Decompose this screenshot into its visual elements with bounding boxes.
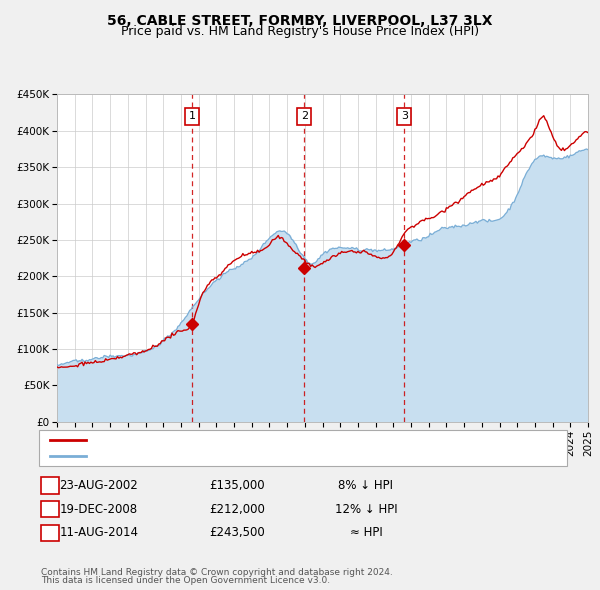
Text: ≈ HPI: ≈ HPI [350,526,382,539]
Text: 3: 3 [401,112,408,121]
Text: £135,000: £135,000 [209,479,265,492]
Text: This data is licensed under the Open Government Licence v3.0.: This data is licensed under the Open Gov… [41,576,330,585]
Text: 2: 2 [301,112,308,121]
Text: 3: 3 [46,526,53,539]
Text: 2: 2 [46,503,53,516]
Text: £212,000: £212,000 [209,503,265,516]
Text: 23-AUG-2002: 23-AUG-2002 [59,479,139,492]
Text: 1: 1 [46,479,53,492]
Text: 19-DEC-2008: 19-DEC-2008 [60,503,138,516]
Text: Price paid vs. HM Land Registry's House Price Index (HPI): Price paid vs. HM Land Registry's House … [121,25,479,38]
Text: 12% ↓ HPI: 12% ↓ HPI [335,503,397,516]
Text: HPI: Average price, detached house, Sefton: HPI: Average price, detached house, Seft… [93,451,335,461]
Text: £243,500: £243,500 [209,526,265,539]
Text: Contains HM Land Registry data © Crown copyright and database right 2024.: Contains HM Land Registry data © Crown c… [41,568,392,577]
Text: 11-AUG-2014: 11-AUG-2014 [59,526,139,539]
Text: 56, CABLE STREET, FORMBY, LIVERPOOL, L37 3LX: 56, CABLE STREET, FORMBY, LIVERPOOL, L37… [107,14,493,28]
Text: 8% ↓ HPI: 8% ↓ HPI [338,479,394,492]
Text: 56, CABLE STREET, FORMBY, LIVERPOOL, L37 3LX (detached house): 56, CABLE STREET, FORMBY, LIVERPOOL, L37… [93,435,472,445]
Text: 1: 1 [189,112,196,121]
